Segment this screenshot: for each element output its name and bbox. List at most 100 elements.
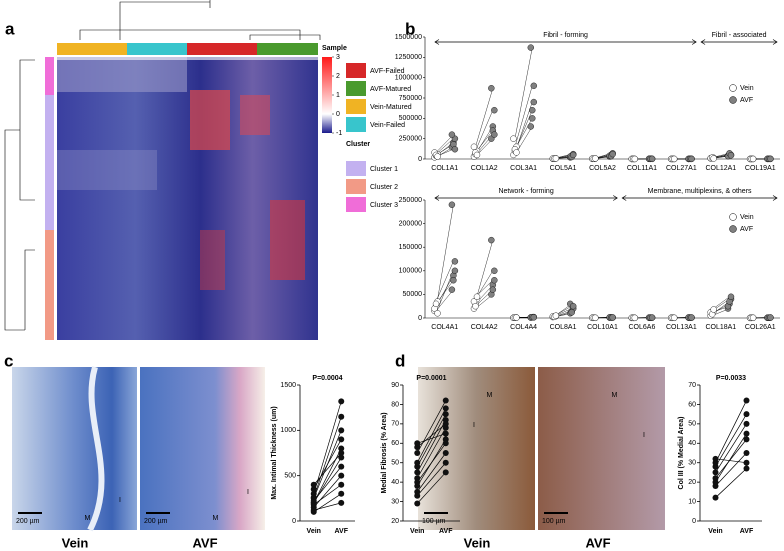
y-tick-label: 500 bbox=[284, 473, 296, 480]
point bbox=[710, 155, 717, 162]
point bbox=[442, 430, 449, 437]
point bbox=[442, 420, 449, 427]
heatmap bbox=[45, 43, 332, 340]
point bbox=[338, 472, 345, 479]
point bbox=[491, 267, 498, 274]
legend-marker bbox=[729, 225, 737, 233]
point bbox=[712, 479, 719, 486]
pair-line bbox=[313, 466, 342, 502]
pair-line bbox=[475, 240, 494, 302]
point bbox=[451, 267, 459, 274]
y-tick-label: 70 bbox=[391, 421, 399, 428]
point bbox=[743, 430, 750, 437]
colorbar-label: 1 bbox=[336, 92, 340, 99]
y-tick-label: 60 bbox=[391, 440, 399, 447]
point bbox=[712, 494, 719, 501]
region-label: I bbox=[643, 432, 645, 439]
point bbox=[434, 310, 441, 317]
point bbox=[338, 427, 345, 434]
point bbox=[442, 411, 449, 418]
point bbox=[592, 155, 599, 162]
y-tick-label: 40 bbox=[688, 440, 696, 447]
point bbox=[448, 286, 456, 293]
x-tick-label: COL5A2 bbox=[589, 165, 616, 172]
y-tick-label: 0 bbox=[418, 156, 422, 163]
point bbox=[648, 314, 656, 321]
pair-line bbox=[416, 452, 447, 493]
pair-line bbox=[715, 423, 747, 473]
point bbox=[527, 123, 534, 130]
point bbox=[470, 143, 478, 151]
point bbox=[529, 106, 536, 114]
y-tick-label: 1500000 bbox=[395, 34, 422, 41]
annotation: Network - forming bbox=[498, 188, 553, 195]
y-tick-label: 500000 bbox=[399, 115, 422, 122]
image-caption: AVF bbox=[585, 535, 610, 550]
y-tick-label: 60 bbox=[688, 401, 696, 408]
point bbox=[434, 153, 441, 160]
point bbox=[609, 150, 616, 158]
y-tick-label: 10 bbox=[688, 498, 696, 505]
point bbox=[338, 499, 345, 506]
legend-label: AVF-Failed bbox=[370, 68, 405, 75]
x-tick-label: COL4A2 bbox=[471, 324, 498, 331]
region-label: M bbox=[487, 392, 493, 399]
x-tick-label: AVF bbox=[740, 528, 754, 535]
x-tick-label: COL11A1 bbox=[627, 165, 657, 172]
pair-line bbox=[313, 439, 342, 490]
pair-line bbox=[715, 468, 747, 498]
point bbox=[712, 469, 719, 476]
point bbox=[310, 507, 317, 514]
y-tick-label: 0 bbox=[292, 518, 296, 525]
y-tick-label: 90 bbox=[391, 382, 399, 389]
point bbox=[743, 420, 750, 427]
pair-line bbox=[313, 502, 342, 511]
y-tick-label: 50000 bbox=[403, 291, 423, 298]
point bbox=[414, 492, 421, 499]
y-tick-label: 1500 bbox=[280, 382, 296, 389]
legend-title: Sample bbox=[322, 45, 347, 52]
point bbox=[414, 500, 421, 507]
x-tick-label: COL3A1 bbox=[510, 165, 537, 172]
panel-label: a bbox=[5, 19, 15, 38]
colorbar-label: -1 bbox=[336, 130, 342, 137]
y-tick-label: 100000 bbox=[399, 268, 422, 275]
point bbox=[338, 413, 345, 420]
pair-line bbox=[514, 85, 533, 147]
x-tick-label: COL18A1 bbox=[705, 324, 736, 331]
point bbox=[448, 131, 456, 138]
y-axis-label: Medial Fibrosis (% Area) bbox=[381, 412, 388, 493]
legend-label: Vein-Matured bbox=[370, 104, 412, 111]
point bbox=[451, 258, 459, 265]
point bbox=[414, 479, 421, 486]
colorbar-label: 0 bbox=[336, 111, 340, 118]
pair-line bbox=[435, 261, 454, 302]
pair-line bbox=[313, 475, 342, 508]
legend-swatch bbox=[346, 197, 366, 212]
pair-line bbox=[715, 452, 747, 487]
pair-line bbox=[313, 448, 342, 504]
pair-line bbox=[416, 400, 447, 454]
point bbox=[450, 277, 457, 284]
y-tick-label: 70 bbox=[688, 382, 696, 389]
point bbox=[743, 465, 750, 472]
y-tick-label: 20 bbox=[391, 518, 399, 525]
region-label: I bbox=[473, 422, 475, 429]
colorbar-label: 2 bbox=[336, 73, 340, 80]
point bbox=[527, 44, 534, 51]
legend-swatch bbox=[346, 117, 366, 132]
point bbox=[310, 486, 317, 493]
point bbox=[529, 115, 536, 122]
pair-line bbox=[313, 484, 342, 505]
point bbox=[489, 286, 497, 293]
point bbox=[414, 469, 421, 476]
legend-swatch bbox=[346, 99, 366, 114]
point bbox=[442, 450, 449, 456]
legend-label: Vein bbox=[740, 214, 754, 221]
point bbox=[688, 314, 695, 321]
y-tick-label: 1250000 bbox=[395, 54, 422, 61]
point bbox=[743, 459, 750, 466]
point bbox=[631, 155, 638, 163]
x-tick-label: COL1A1 bbox=[431, 165, 458, 172]
annotation: Fibril - associated bbox=[712, 32, 767, 39]
